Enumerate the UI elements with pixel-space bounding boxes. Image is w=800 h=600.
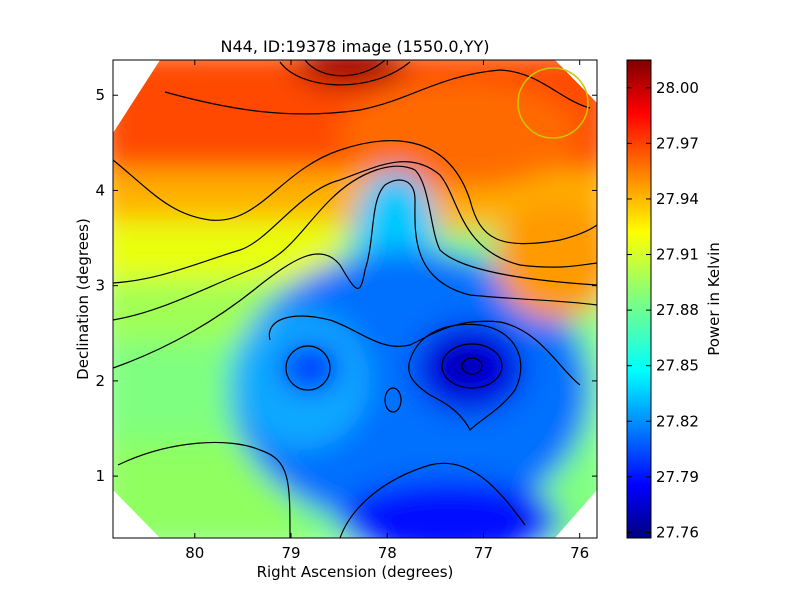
y-tick-label: 4: [95, 181, 105, 199]
colorbar-tick-label: 28.00: [656, 79, 699, 97]
y-tick-label: 2: [95, 372, 105, 390]
y-tick-label: 5: [95, 86, 105, 104]
x-tick-label: 77: [474, 544, 493, 562]
heatmap-fill: [113, 60, 597, 538]
x-axis: 80 79 78 77 76: [185, 60, 589, 562]
beam-marker-circle: [517, 67, 589, 139]
colorbar-tick-label: 27.79: [656, 468, 699, 486]
chart-title: N44, ID:19378 image (1550.0,YY): [221, 37, 490, 56]
colorbar-axis: 28.00 27.97 27.94 27.91 27.88 27.85 27.82 27.79…: [627, 79, 699, 541]
plot-frame: [112, 59, 598, 539]
x-tick-label: 80: [185, 544, 204, 562]
colorbar-tick-label: 27.76: [656, 523, 699, 541]
y-axis-label: Declination (degrees): [74, 218, 92, 380]
y-axis: 1 2 3 4 5: [95, 86, 597, 485]
heatmap: [113, 60, 597, 538]
colorbar-tick-label: 27.91: [656, 246, 699, 264]
colorbar-tick-label: 27.88: [656, 301, 699, 319]
x-tick-label: 78: [378, 544, 397, 562]
colorbar-tick-label: 27.82: [656, 412, 699, 430]
y-tick-label: 1: [95, 467, 105, 485]
x-axis-label: Right Ascension (degrees): [257, 563, 454, 581]
colorbar-label: Power in Kelvin: [705, 242, 723, 356]
contour-lines: [113, 60, 597, 538]
colorbar-tick-label: 27.94: [656, 190, 699, 208]
colorbar-tick-label: 27.85: [656, 357, 699, 375]
x-tick-label: 79: [281, 544, 300, 562]
colorbar: [626, 59, 652, 539]
colorbar-tick-label: 27.97: [656, 134, 699, 152]
x-tick-label: 76: [570, 544, 589, 562]
y-tick-label: 3: [95, 277, 105, 295]
